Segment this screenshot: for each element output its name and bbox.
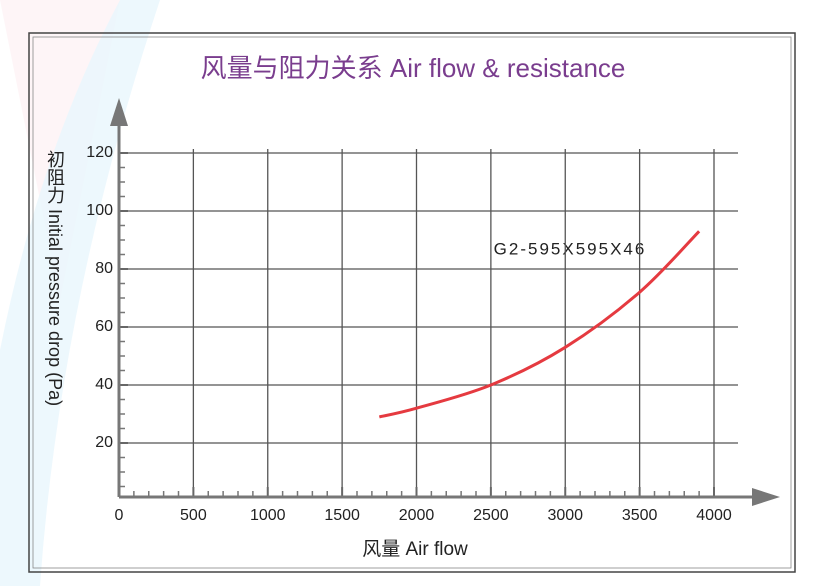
watermark [0,0,160,586]
x-axis-arrow [752,488,780,506]
y-tick-label: 60 [95,318,113,335]
x-tick-label: 1500 [324,507,360,524]
frame-inner [32,36,792,569]
y-axis-label: 初阻力 Initial pressure drop (Pa) [45,150,65,406]
x-tick-label: 3500 [622,507,658,524]
data-line [378,230,701,419]
x-tick-label: 2000 [399,507,435,524]
x-axis-label: 风量 Air flow [362,539,468,560]
y-tick-label: 100 [86,202,113,219]
x-tick-label: 500 [180,507,207,524]
y-tick-label: 20 [95,434,113,451]
x-tick-label: 3000 [547,507,583,524]
y-tick-label: 80 [95,260,113,277]
frame [28,32,796,573]
annotation: G2-595X595X46 [494,239,647,258]
y-tick-label: 120 [86,144,113,161]
y-axis-arrow [110,98,128,126]
x-tick-label: 4000 [696,507,732,524]
x-tick-label: 2500 [473,507,509,524]
x-tick-label: 0 [115,507,124,524]
chart-title: 风量与阻力关系 Air flow & resistance [201,53,626,83]
x-tick-label: 1000 [250,507,286,524]
y-tick-label: 40 [95,376,113,393]
